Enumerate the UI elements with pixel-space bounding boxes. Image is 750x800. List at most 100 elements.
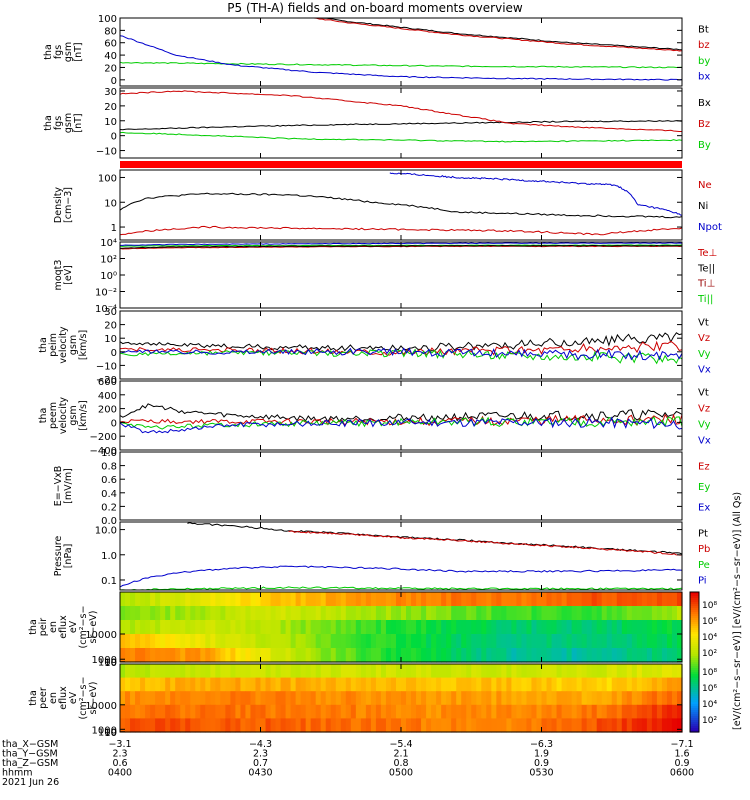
spectrogram-cell [646,620,653,635]
y-tick-label: 0 [111,418,117,429]
y-tick-label: 10 [104,334,117,345]
spectrogram-cell [466,648,472,663]
spectrogram-cell [270,634,277,649]
spectrogram-cell [325,606,332,621]
spectrogram-cell [320,592,327,607]
spectrogram-cell [165,606,171,621]
spectrogram-cell [305,592,312,607]
spectrogram-cell [406,704,412,719]
spectrogram-cell [355,592,362,607]
colorbar-cell [690,694,699,697]
spectrogram-cell [451,634,457,649]
spectrogram-cell [305,664,312,679]
spectrogram-cell [671,620,678,635]
spectrogram-cell [345,664,352,679]
spectrogram-cell [155,677,161,692]
colorbar-cell [690,682,699,685]
spectrogram-cell [230,677,237,692]
spectrogram-cell [426,664,432,679]
spectrogram-cell [285,704,292,719]
spectrogram-cell [185,592,191,607]
spectrogram-cell [506,592,512,607]
spectrogram-cell [416,592,422,607]
spectrogram-cell [255,718,262,733]
spectrogram-cell [611,704,618,719]
spectrogram-cell [426,648,432,663]
spectrogram-cell [456,592,462,607]
spectrogram-cell [431,648,437,663]
spectrogram-cell [511,648,518,663]
spectrogram-cell [586,620,593,635]
spectrogram-cell [486,620,492,635]
spectrogram-cell [556,691,563,706]
legend-Vx: Vx [698,365,711,376]
spectrogram-cell [240,648,247,663]
y-tick-label: −10 [96,147,117,158]
y-tick-label: 100 [98,728,117,739]
y-tick-label: 100 [98,173,117,184]
panel-efield: 1.0 0.8 0.6 0.4 0.2 0.0 E=−VxB [mV/m] Ez Ey Ex [53,448,710,527]
spectrogram-cell [676,648,683,663]
spectrogram-cell [295,664,302,679]
spectrogram-cell [135,677,141,692]
spectrogram-cell [335,664,342,679]
spectrogram-cell [541,718,548,733]
y-axis-label: peim [48,333,59,357]
spectrogram-cell [556,592,563,607]
x-value: −5.4 [389,739,412,750]
y-tick-label: 0 [111,348,117,359]
y-axis-label: [nPa] [63,544,74,569]
spectrogram-cell [526,677,533,692]
spectrogram-cell [155,691,161,706]
spectrogram-cell [431,620,437,635]
spectrogram-cell [521,620,528,635]
spectrogram-cell [295,648,302,663]
spectrogram-cell [240,620,247,635]
spectrogram-cell [315,620,322,635]
spectrogram-cell [380,606,387,621]
spectrogram-cell [601,648,608,663]
spectrogram-cell [380,592,387,607]
spectrogram-cell [385,718,392,733]
spectrogram-cell [631,634,638,649]
colorbar-cell [690,726,699,729]
spectrogram-cell [310,718,317,733]
spectrogram-cell [656,718,663,733]
spectrogram-cell [160,606,166,621]
spectrogram-cell [516,664,523,679]
spectrogram-cell [561,691,568,706]
spectrogram-cell [150,691,156,706]
y-axis-label: velocity [58,397,69,435]
spectrogram-cell [275,664,282,679]
spectrogram-cell [521,691,528,706]
spectrogram-cell [646,592,653,607]
spectrogram-cell [481,620,487,635]
spectrogram-cell [340,620,347,635]
spectrogram-cell [140,606,146,621]
spectrogram-cell [621,620,628,635]
spectrogram-cell [395,606,402,621]
spectrogram-cell [441,592,447,607]
spectrogram-cell [290,606,297,621]
spectrogram-cell [185,634,191,649]
spectrogram-cell [155,718,161,733]
y-tick-label: 10 [104,198,117,209]
spectrogram-cell [390,704,397,719]
spectrogram-cell [285,648,292,663]
spectrogram-cell [145,677,151,692]
spectrogram-cell [456,677,462,692]
y-axis-label: Density [53,187,64,223]
colorbar-cell [690,608,699,611]
spectrogram-cell [290,664,297,679]
spectrogram-cell [205,648,211,663]
spectrogram-cell [516,592,523,607]
spectrogram-cell [666,592,673,607]
spectrogram-cell [411,648,417,663]
spectrogram-cell [676,606,683,621]
legend-Vy: Vy [698,349,711,360]
spectrogram-cell [541,677,548,692]
spectrogram-cell [235,664,242,679]
spectrogram-cell [491,704,497,719]
panel-peem_velocity: 600 400 200 0 −200 −400 tha peem velocity gsm [km/… [38,377,711,457]
spectrogram-cell [421,606,427,621]
